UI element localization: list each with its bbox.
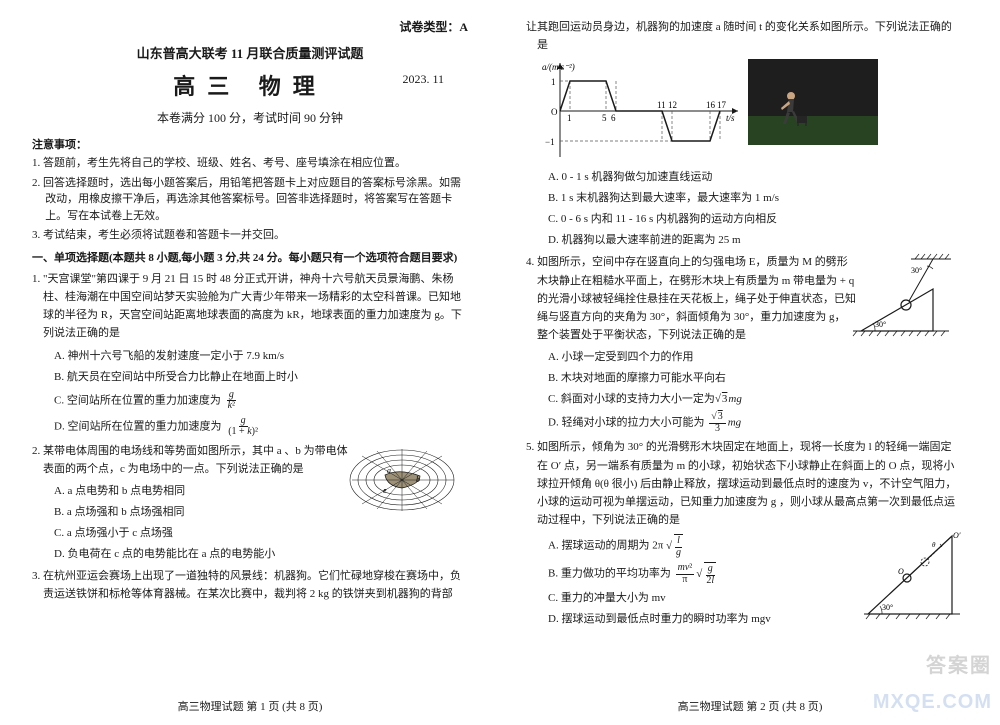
svg-text:θ: θ (932, 541, 936, 549)
option-4d: D. 轻绳对小球的拉力大小可能为 √33mg (526, 412, 962, 434)
notice-item: 2. 回答选择题时，选出每小题答案后，用铅笔把答题卡上对应题目的答案标号涂黑。如… (32, 175, 468, 225)
notice-header: 注意事项： (32, 137, 468, 154)
section-header: 一、单项选择题(本题共 8 小题,每小题 3 分,共 24 分。每小题只有一个选… (32, 250, 468, 267)
option-4a: A. 小球一定受到四个力的作用 (526, 349, 962, 366)
svg-text:17: 17 (717, 100, 727, 110)
option-1d: D. 空间站所在位置的重力加速度为 g(1 + k)² (32, 416, 468, 438)
svg-text:16: 16 (706, 100, 716, 110)
option-3a: A. 0 - 1 s 机器狗做匀加速直线运动 (526, 169, 962, 186)
option-3b: B. 1 s 末机器狗达到最大速率，最大速率为 1 m/s (526, 190, 962, 207)
svg-text:1: 1 (567, 113, 572, 123)
svg-text:1: 1 (551, 77, 556, 87)
question-3: 3. 在杭州亚运会赛场上出现了一道独特的风景线：机器狗。它们忙碌地穿梭在赛场中，… (32, 567, 468, 603)
svg-text:O′: O′ (953, 531, 961, 540)
svg-text:30°: 30° (911, 266, 922, 275)
subject-text: 高三 物理 (173, 74, 327, 99)
paper-type: 试卷类型：A (32, 18, 468, 36)
option-1b: B. 航天员在空间站中所受合力比静止在地面上时小 (32, 369, 468, 386)
question-3-cont: 让其跑回运动员身边，机器狗的加速度 a 随时间 t 的变化关系如图所示。下列说法… (526, 18, 962, 54)
option-2c: C. a 点场强小于 c 点场强 (32, 525, 468, 542)
question-1: 1. "天宫课堂"第四课于 9 月 21 日 15 时 48 分正式开讲，神舟十… (32, 270, 468, 343)
notice-item: 3. 考试结束，考生必须将试题卷和答题卡一并交回。 (32, 227, 468, 244)
svg-text:6: 6 (611, 113, 616, 123)
question-2: a b c 2. 某带电体周围的电场线和等势面如图所示，其中 a 、b 为带电体… (32, 442, 468, 478)
svg-text:b: b (416, 475, 420, 484)
figure-q4-incline: 30° 30° (862, 253, 962, 339)
question-4: 30° 30° 4. 如图所示，空间中存在竖直向上的匀强电场 E，质量为 M 的… (526, 253, 962, 344)
notice-item: 1. 答题前，考生先将自己的学校、班级、姓名、考号、座号填涂在相应位置。 (32, 155, 468, 172)
svg-text:12: 12 (668, 100, 677, 110)
exam-date: 2023. 11 (402, 70, 444, 88)
svg-text:O: O (898, 567, 904, 576)
watermark-chars: 答案圈 (926, 651, 992, 681)
figure-q5-pendulum: O′ O θ 30° (862, 530, 962, 620)
option-1c: C. 空间站所在位置的重力加速度为 gk² (32, 390, 468, 412)
svg-text:30°: 30° (875, 320, 886, 329)
figure-q2-field-lines: a b c (358, 446, 468, 514)
svg-text:−1: −1 (545, 137, 555, 147)
page-footer: 高三物理试题 第 1 页 (共 8 页) (0, 699, 500, 716)
option-4b: B. 木块对地面的摩擦力可能水平向右 (526, 370, 962, 387)
svg-text:t/s: t/s (726, 113, 735, 123)
svg-text:30°: 30° (882, 603, 893, 612)
exam-title: 山东普高大联考 11 月联合质量测评试题 (32, 44, 468, 64)
option-1a: A. 神州十六号飞船的发射速度一定小于 7.9 km/s (32, 348, 468, 365)
page-footer: 高三物理试题 第 2 页 (共 8 页) (500, 699, 1000, 716)
svg-text:a: a (387, 466, 391, 475)
svg-text:11: 11 (657, 100, 666, 110)
option-3d: D. 机器狗以最大速率前进的距离为 25 m (526, 232, 962, 249)
score-info: 本卷满分 100 分，考试时间 90 分钟 (32, 109, 468, 127)
chart-q3-at: a/(m·s⁻²) 1 O −1 1 5 6 11 12 16 17 t/s (540, 59, 740, 163)
question-5: 5. 如图所示，倾角为 30° 的光滑劈形木块固定在地面上，现将一长度为 l 的… (526, 438, 962, 529)
svg-text:a/(m·s⁻²): a/(m·s⁻²) (542, 62, 575, 72)
svg-text:5: 5 (602, 113, 607, 123)
option-2d: D. 负电荷在 c 点的电势能比在 a 点的电势能小 (32, 546, 468, 563)
option-3c: C. 0 - 6 s 内和 11 - 16 s 内机器狗的运动方向相反 (526, 211, 962, 228)
svg-text:O: O (551, 107, 558, 117)
photo-q3-robot-dog (748, 59, 878, 145)
page-1: 试卷类型：A 山东普高大联考 11 月联合质量测评试题 高三 物理 2023. … (0, 0, 500, 725)
page-2: 让其跑回运动员身边，机器狗的加速度 a 随时间 t 的变化关系如图所示。下列说法… (500, 0, 1000, 725)
option-4c: C. 斜面对小球的支持力大小一定为√3mg (526, 391, 962, 408)
subject-title: 高三 物理 2023. 11 (32, 70, 468, 103)
